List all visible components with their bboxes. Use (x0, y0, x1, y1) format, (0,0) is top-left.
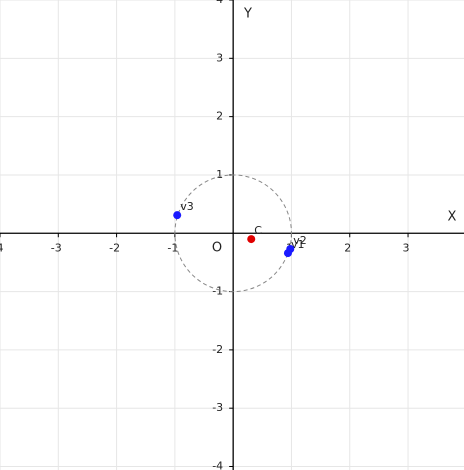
point (283, 249, 292, 258)
origin-label: O (212, 241, 222, 256)
point-label: C (254, 224, 262, 237)
point (173, 211, 182, 220)
y-axis-label: Y (243, 7, 252, 22)
x-tick-label: 3 (403, 241, 410, 254)
y-tick-label: 3 (216, 51, 223, 64)
x-tick-label: -2 (109, 241, 120, 254)
x-tick-label: -3 (51, 241, 62, 254)
y-tick-label: -1 (212, 285, 223, 298)
x-tick-label: -4 (0, 241, 3, 254)
point-label: v3 (180, 200, 194, 213)
y-tick-label: 4 (216, 0, 223, 6)
x-axis-label: X (448, 210, 457, 225)
point (247, 235, 256, 244)
y-tick-label: -3 (212, 401, 223, 414)
y-tick-label: 1 (216, 168, 223, 181)
point-label: v1 (291, 238, 305, 251)
y-tick-label: -2 (212, 343, 223, 356)
circle (174, 174, 292, 293)
y-tick-label: 2 (216, 110, 223, 123)
x-tick-label: -1 (167, 241, 178, 254)
point-label: v2 (293, 234, 307, 247)
y-tick-label: -4 (212, 460, 223, 470)
x-tick-label: 2 (344, 241, 351, 254)
